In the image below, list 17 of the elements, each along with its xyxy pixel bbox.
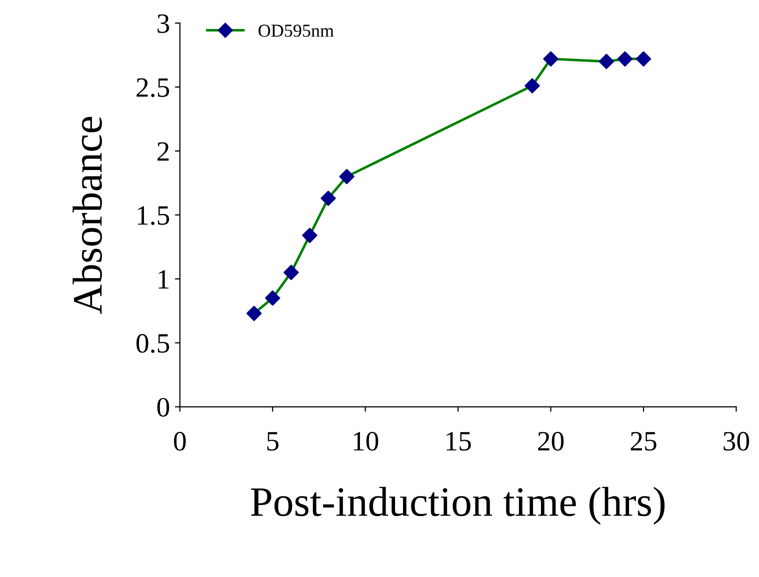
y-tick-label: 1 xyxy=(158,270,168,289)
legend-label: OD595nm xyxy=(258,24,334,37)
x-tick-label: 25 xyxy=(630,432,656,451)
x-tick-label: 10 xyxy=(354,432,378,451)
y-tick-label: 0 xyxy=(157,398,170,417)
x-tick-label: 0 xyxy=(174,432,186,451)
y-axis-title: Absorbance xyxy=(72,116,102,314)
x-tick-label: 5 xyxy=(267,432,278,451)
y-tick-label: 2 xyxy=(157,142,169,161)
x-tick-label: 15 xyxy=(446,432,471,451)
x-axis-title: Post-induction time (hrs) xyxy=(250,486,665,525)
y-tick-label: 1.5 xyxy=(138,206,170,225)
y-tick-label: 0.5 xyxy=(136,334,170,353)
x-tick-label: 20 xyxy=(538,432,564,451)
y-tick-label: 3 xyxy=(158,14,170,33)
x-tick-label: 30 xyxy=(724,432,750,451)
y-tick-label: 2.5 xyxy=(136,78,170,98)
